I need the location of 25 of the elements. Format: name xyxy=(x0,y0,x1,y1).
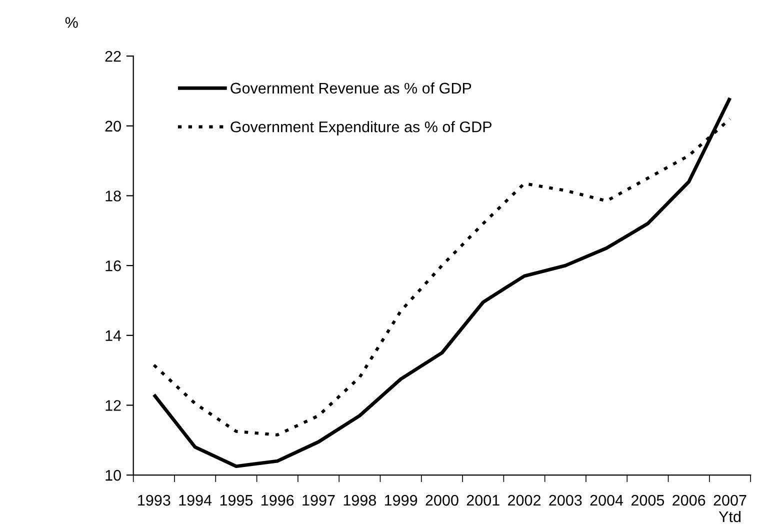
y-axis-title: % xyxy=(65,17,78,28)
x-tick-label: 1998 xyxy=(344,494,376,506)
y-tick-label: 20 xyxy=(105,120,121,132)
legend-label: Government Expenditure as % of GDP xyxy=(230,121,492,136)
x-tick-label: 2007 Ytd xyxy=(714,494,746,522)
x-tick-label: 1996 xyxy=(262,494,294,506)
x-tick-label: 2006 xyxy=(672,494,706,506)
x-tick-label: 1999 xyxy=(384,494,418,506)
y-tick-label: 14 xyxy=(106,330,122,341)
x-tick-label: 2000 xyxy=(426,494,458,506)
legend-label: Government Revenue as % of GDP xyxy=(230,82,472,94)
x-tick-label: 2004 xyxy=(590,494,624,506)
y-tick-label: 10 xyxy=(106,470,121,481)
x-tick-label: 2003 xyxy=(549,494,582,506)
x-tick-label: 1995 xyxy=(220,494,253,506)
x-tick-label: 2005 xyxy=(631,494,664,506)
y-tick-label: 18 xyxy=(106,190,121,202)
x-tick-label: 1993 xyxy=(138,494,170,506)
y-tick-label: 12 xyxy=(106,400,121,411)
y-tick-label: 16 xyxy=(106,260,121,272)
x-tick-label: 2001 xyxy=(466,494,500,506)
x-tick-label: 1994 xyxy=(179,494,212,506)
x-tick-label: 2002 xyxy=(508,494,540,506)
y-tick-label: 22 xyxy=(105,50,121,62)
x-tick-label: 1997 xyxy=(302,494,335,506)
